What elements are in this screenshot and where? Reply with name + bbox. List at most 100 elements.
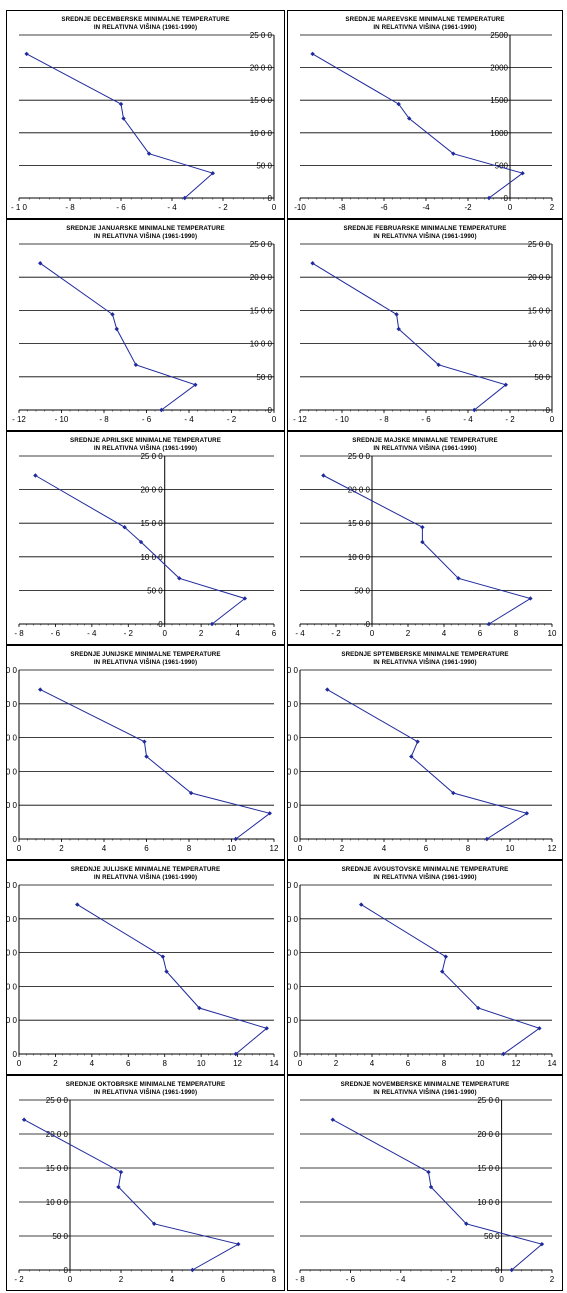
chart-panel: SREDNJE JANUARSKE MINIMALNE TEMPERATURE I… <box>6 219 285 431</box>
y-tick-label: 0 <box>158 620 163 629</box>
y-tick-label: 20 0 0 <box>46 1130 69 1139</box>
y-tick-label: 25 0 0 <box>477 1096 500 1105</box>
data-point <box>451 151 456 156</box>
x-tick-label: - 2 <box>14 1275 24 1284</box>
y-tick-label: 500 <box>495 161 509 170</box>
chart-title: SREDNJE AVGUSTOVSKE MINIMALNE TEMPERATUR… <box>341 866 509 873</box>
x-tick-label: 2 <box>406 629 411 638</box>
x-tick-label: 2 <box>59 844 64 853</box>
y-tick-label: 10 0 0 <box>288 982 299 991</box>
chart-subtitle: IN RELATIVNA VIŠINA (1961-1990) <box>373 445 477 452</box>
y-tick-label: 25 0 0 <box>7 881 18 890</box>
y-tick-label: 10 0 0 <box>7 767 18 776</box>
chart-subtitle: IN RELATIVNA VIŠINA (1961-1990) <box>373 1089 477 1096</box>
chart-title: SREDNJE MAJSKE MINIMALNE TEMPERATURE <box>352 437 498 444</box>
x-tick-label: 0 <box>272 203 277 212</box>
y-tick-label: 1500 <box>490 96 508 105</box>
x-tick-label: 12 <box>270 844 279 853</box>
x-tick-label: 2 <box>340 844 345 853</box>
y-tick-label: 50 0 <box>534 373 550 382</box>
data-point <box>464 1221 469 1226</box>
y-tick-label: 15 0 0 <box>348 519 371 528</box>
data-point <box>436 362 441 368</box>
x-tick-label: - 8 <box>14 629 24 638</box>
series-line <box>77 904 268 1055</box>
data-point <box>118 1169 124 1175</box>
chart-panel: SREDNJE NOVEMBERSKE MINIMALNE TEMPERATUR… <box>287 1075 563 1291</box>
chart-svg: 0 50 0 10 0 0 15 0 0 20 0 0 25 0 0 0 2 4 6 8 10 12 <box>7 666 279 853</box>
series-line <box>26 53 214 199</box>
x-tick-label: 0 <box>508 203 513 212</box>
x-tick-label: 8 <box>442 1059 447 1068</box>
data-point <box>501 1051 506 1057</box>
data-point <box>420 539 425 545</box>
chart-title: SREDNJE APRILSKE MINIMALNE TEMPERATURE <box>70 437 221 444</box>
chart-svg: 0 50 0 10 0 0 15 0 0 20 0 0 25 0 0 - 8 - 6 - 4 - … <box>14 452 276 638</box>
y-tick-label: 15 0 0 <box>250 96 273 105</box>
x-tick-label: 8 <box>272 1275 277 1284</box>
x-tick-label: 12 <box>233 1059 242 1068</box>
x-tick-label: - 12 <box>293 415 307 424</box>
x-tick-label: - 2 <box>331 629 341 638</box>
y-tick-label: 50 0 <box>288 801 299 810</box>
data-point <box>188 790 194 796</box>
series-line <box>312 53 524 199</box>
data-point <box>321 473 326 478</box>
x-tick-label: 6 <box>406 1059 411 1068</box>
data-point <box>138 539 144 545</box>
chart-subtitle: IN RELATIVNA VIŠINA (1961-1990) <box>93 1089 198 1096</box>
y-tick-label: 50 0 <box>354 586 370 595</box>
chart-panel: SREDNJE MAJSKE MINIMALNE TEMPERATURE IN R… <box>287 431 563 645</box>
data-point <box>38 261 43 266</box>
x-tick-label: - 2 <box>124 629 134 638</box>
y-tick-label: 20 0 0 <box>288 700 299 709</box>
chart-subtitle: IN RELATIVNA VIŠINA (1961-1990) <box>373 659 477 666</box>
chart-svg: 0 50 0 10 0 0 15 0 0 20 0 0 25 0 0 - 12 - 10 - 8… <box>12 240 277 424</box>
x-tick-label: - 4 <box>295 629 305 638</box>
y-tick-label: 50 0 <box>256 161 272 170</box>
x-tick-label: - 6 <box>116 203 126 212</box>
x-tick-label: 6 <box>126 1059 131 1068</box>
x-tick-label: - 10 <box>55 415 69 424</box>
data-point <box>264 1026 269 1031</box>
chart-svg: 0 50 0 10 0 0 15 0 0 20 0 0 25 0 0 - 12 - 10 - 8… <box>293 240 555 424</box>
x-tick-label: - 6 <box>421 415 431 424</box>
x-tick-label: - 2 <box>447 1275 457 1284</box>
data-point <box>396 326 401 332</box>
x-tick-label: 12 <box>548 844 557 853</box>
series-line <box>35 475 246 625</box>
chart-subtitle: IN RELATIVNA VIŠINA (1961-1990) <box>93 233 198 240</box>
y-tick-label: 2000 <box>490 64 508 73</box>
chart-subtitle: IN RELATIVNA VIŠINA (1961-1990) <box>373 233 477 240</box>
data-point <box>325 687 330 692</box>
data-point <box>233 836 238 842</box>
chart-panel: SREDNJE AVGUSTOVSKE MINIMALNE TEMPERATUR… <box>287 860 563 1075</box>
chart-title: SREDNJE JUNIJSKE MINIMALNE TEMPERATURE <box>70 651 221 658</box>
data-point <box>426 1169 431 1175</box>
y-tick-label: 50 0 <box>52 1232 68 1241</box>
data-point <box>443 954 448 959</box>
x-tick-label: 0 <box>68 1275 73 1284</box>
y-tick-label: 20 0 0 <box>348 486 371 495</box>
chart-subtitle: IN RELATIVNA VIŠINA (1961-1990) <box>93 659 198 666</box>
data-point <box>151 1221 157 1226</box>
y-tick-label: 0 <box>13 835 18 844</box>
data-point <box>396 101 401 107</box>
chart-panel: SREDNJE SPTEMBERSKE MINIMALNE TEMPERATUR… <box>287 645 563 860</box>
chart-title: SREDNJE FEBRUARSKE MINIMALNE TEMPERATURE <box>343 225 507 232</box>
x-tick-label: 2 <box>334 1059 339 1068</box>
x-tick-label: - 4 <box>463 415 473 424</box>
y-tick-label: 10 0 0 <box>250 129 273 138</box>
data-point <box>159 407 164 413</box>
y-tick-label: 15 0 0 <box>288 734 299 743</box>
x-tick-label: - 4 <box>184 415 194 424</box>
data-point <box>472 407 477 413</box>
data-point <box>236 1241 241 1247</box>
series-line <box>323 475 532 625</box>
x-tick-label: 8 <box>162 1059 167 1068</box>
x-tick-label: 0 <box>550 415 555 424</box>
y-tick-label: 25 0 0 <box>288 881 299 890</box>
chart-title: SREDNJE MAREEVSKE MINIMALNE TEMPERATURE <box>345 16 505 23</box>
x-tick-label: 8 <box>187 844 192 853</box>
x-tick-label: 8 <box>514 629 519 638</box>
